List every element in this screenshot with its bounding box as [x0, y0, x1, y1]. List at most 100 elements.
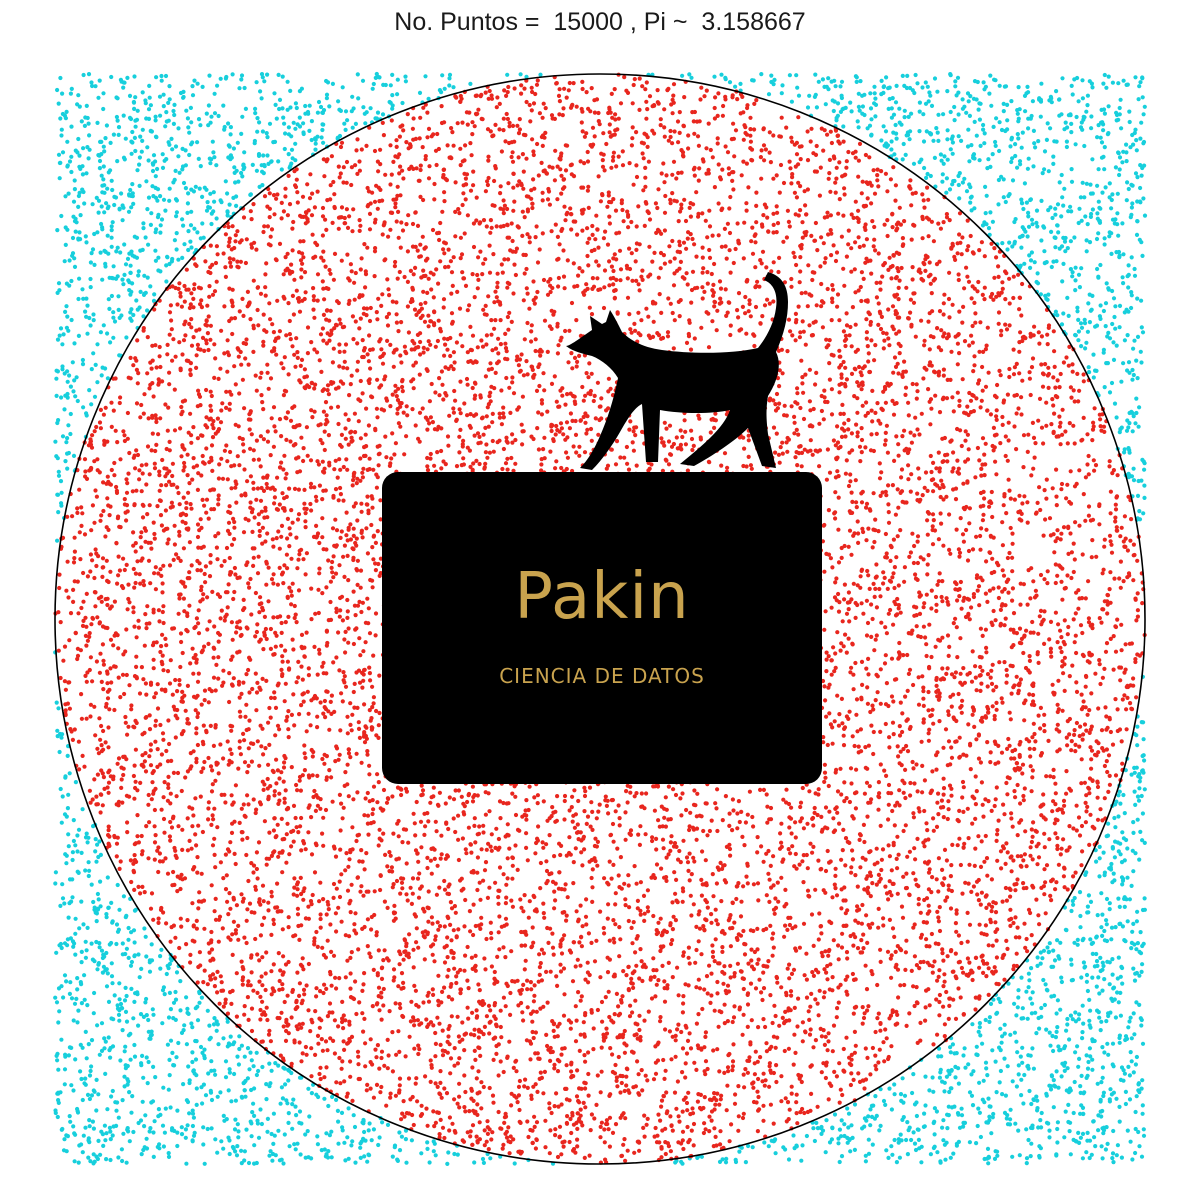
point-outside: [822, 84, 827, 89]
point-outside: [935, 1150, 940, 1155]
point-inside: [647, 244, 652, 249]
point-outside: [1107, 181, 1112, 186]
point-outside: [160, 152, 165, 157]
point-outside: [174, 247, 179, 252]
point-outside: [1127, 448, 1132, 453]
point-outside: [56, 706, 61, 711]
point-outside: [1097, 1015, 1102, 1020]
point-inside: [506, 84, 511, 90]
point-outside: [279, 167, 284, 172]
point-outside: [239, 73, 245, 78]
point-outside: [807, 93, 812, 98]
point-outside: [137, 975, 142, 980]
point-outside: [1026, 1137, 1031, 1143]
point-outside: [769, 73, 774, 78]
point-outside: [265, 72, 270, 77]
point-outside: [1138, 349, 1143, 354]
point-outside: [145, 207, 150, 212]
point-outside: [69, 1045, 74, 1050]
point-inside: [715, 828, 720, 834]
point-inside: [940, 482, 945, 487]
point-outside: [906, 1128, 911, 1133]
point-outside: [1101, 850, 1106, 855]
point-outside: [871, 1103, 876, 1108]
point-outside: [981, 122, 986, 128]
point-inside: [275, 615, 280, 620]
point-inside: [793, 820, 798, 825]
point-outside: [153, 174, 158, 179]
point-outside: [130, 182, 135, 187]
point-outside: [923, 80, 928, 85]
point-inside: [846, 636, 851, 641]
point-outside: [201, 235, 206, 240]
point-outside: [78, 166, 83, 171]
point-inside: [283, 681, 288, 686]
point-outside: [267, 1061, 272, 1066]
point-outside: [53, 881, 58, 886]
point-outside: [209, 1059, 214, 1064]
point-inside: [983, 923, 989, 928]
point-inside: [613, 891, 618, 896]
point-inside: [446, 1034, 451, 1039]
point-outside: [1132, 978, 1138, 983]
point-outside: [974, 1044, 979, 1049]
point-inside: [269, 932, 274, 938]
point-outside: [103, 249, 108, 254]
point-outside: [1017, 1153, 1022, 1158]
point-outside: [64, 109, 69, 114]
point-inside: [658, 1118, 663, 1123]
point-inside: [865, 344, 870, 349]
point-inside: [878, 959, 883, 965]
point-inside: [352, 922, 357, 927]
point-outside: [140, 90, 145, 95]
point-inside: [504, 1135, 510, 1140]
point-inside: [893, 512, 899, 517]
point-outside: [1072, 235, 1077, 240]
point-outside: [980, 1041, 985, 1046]
point-inside: [157, 469, 162, 474]
point-outside: [136, 273, 141, 278]
point-outside: [1063, 249, 1068, 254]
point-outside: [121, 282, 126, 287]
point-outside: [813, 72, 818, 77]
point-inside: [124, 793, 129, 798]
point-outside: [88, 276, 93, 282]
point-inside: [142, 392, 147, 397]
point-outside: [70, 235, 76, 241]
point-inside: [413, 988, 418, 993]
point-outside: [159, 78, 164, 83]
point-inside: [634, 963, 639, 968]
point-inside: [600, 158, 605, 163]
point-outside: [1116, 849, 1121, 854]
point-outside: [1140, 753, 1145, 759]
point-inside: [1081, 492, 1086, 497]
point-outside: [538, 72, 543, 77]
point-outside: [1028, 258, 1034, 263]
point-outside: [1077, 890, 1083, 895]
point-outside: [999, 1040, 1004, 1045]
point-outside: [886, 1155, 891, 1160]
point-outside: [1120, 882, 1125, 887]
point-outside: [94, 859, 99, 864]
point-outside: [1116, 896, 1121, 901]
point-outside: [103, 264, 108, 269]
point-inside: [910, 277, 915, 282]
point-outside: [162, 992, 167, 997]
point-outside: [978, 1134, 984, 1140]
point-outside: [403, 74, 408, 79]
point-outside: [71, 1088, 76, 1093]
point-inside: [899, 904, 905, 909]
point-inside: [332, 251, 338, 256]
point-outside: [1016, 1063, 1021, 1068]
point-outside: [1073, 142, 1078, 147]
point-inside: [286, 735, 291, 740]
point-outside: [1029, 1011, 1034, 1016]
point-outside: [1101, 1090, 1106, 1095]
point-outside: [207, 156, 212, 161]
point-inside: [923, 1005, 928, 1010]
point-outside: [183, 1135, 188, 1140]
point-inside: [245, 995, 250, 1000]
point-outside: [185, 1006, 190, 1012]
point-inside: [817, 193, 823, 198]
point-outside: [154, 135, 159, 140]
